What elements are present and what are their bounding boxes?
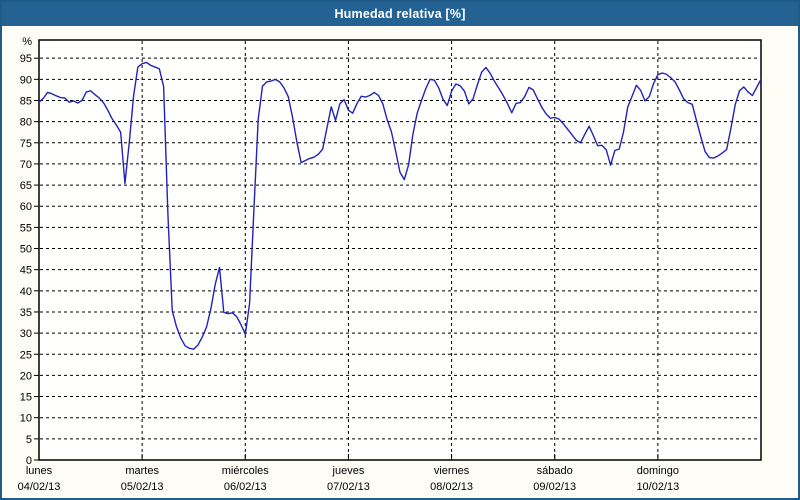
y-tick-label: 50 [20,244,32,256]
day-name-label: miércoles [222,465,270,477]
day-date-label: 05/02/13 [121,481,164,493]
y-tick-label: 30 [20,328,32,340]
y-tick-label: 15 [20,392,32,404]
y-axis-unit-label: % [22,36,32,48]
day-date-label: 09/02/13 [533,481,576,493]
y-tick-label: 0 [26,455,32,467]
y-tick-label: 90 [20,74,32,86]
y-tick-label: 45 [20,265,32,277]
chart-title: Humedad relativa [%] [334,7,466,21]
y-tick-label: 35 [20,307,32,319]
y-tick-label: 5 [26,434,32,446]
humidity-series-line [38,61,762,350]
axis-box [38,39,762,461]
day-name-label: viernes [434,465,470,477]
y-tick-label: 65 [20,180,32,192]
y-tick-label: 95 [20,53,32,65]
humidity-chart: 0 5 10 15 20 25 30 35 40 45 50 55 60 65 70 75 80 85 90 95% l… [18,36,762,493]
y-tick-label: 40 [20,286,32,298]
day-date-label: 07/02/13 [327,481,370,493]
y-tick-label: 60 [20,201,32,213]
y-tick-label: 20 [20,370,32,382]
day-name-label: domingo [637,465,679,477]
day-date-label: 08/02/13 [430,481,473,493]
y-tick-label: 75 [20,138,32,150]
day-date-label: 04/02/13 [18,481,61,493]
day-name-label: martes [125,465,159,477]
day-date-label: 10/02/13 [636,481,679,493]
plot-area [39,40,761,460]
y-tick-label: 55 [20,222,32,234]
chart-title-bar: Humedad relativa [%] [2,2,798,26]
y-tick-label: 70 [20,159,32,171]
y-tick-label: 25 [20,349,32,361]
day-date-label: 06/02/13 [224,481,267,493]
y-tick-label: 80 [20,117,32,129]
y-tick-label: 10 [20,413,32,425]
day-name-label: jueves [332,465,365,477]
day-name-label: sábado [537,465,573,477]
day-name-label: lunes [26,465,53,477]
y-tick-label: 85 [20,95,32,107]
